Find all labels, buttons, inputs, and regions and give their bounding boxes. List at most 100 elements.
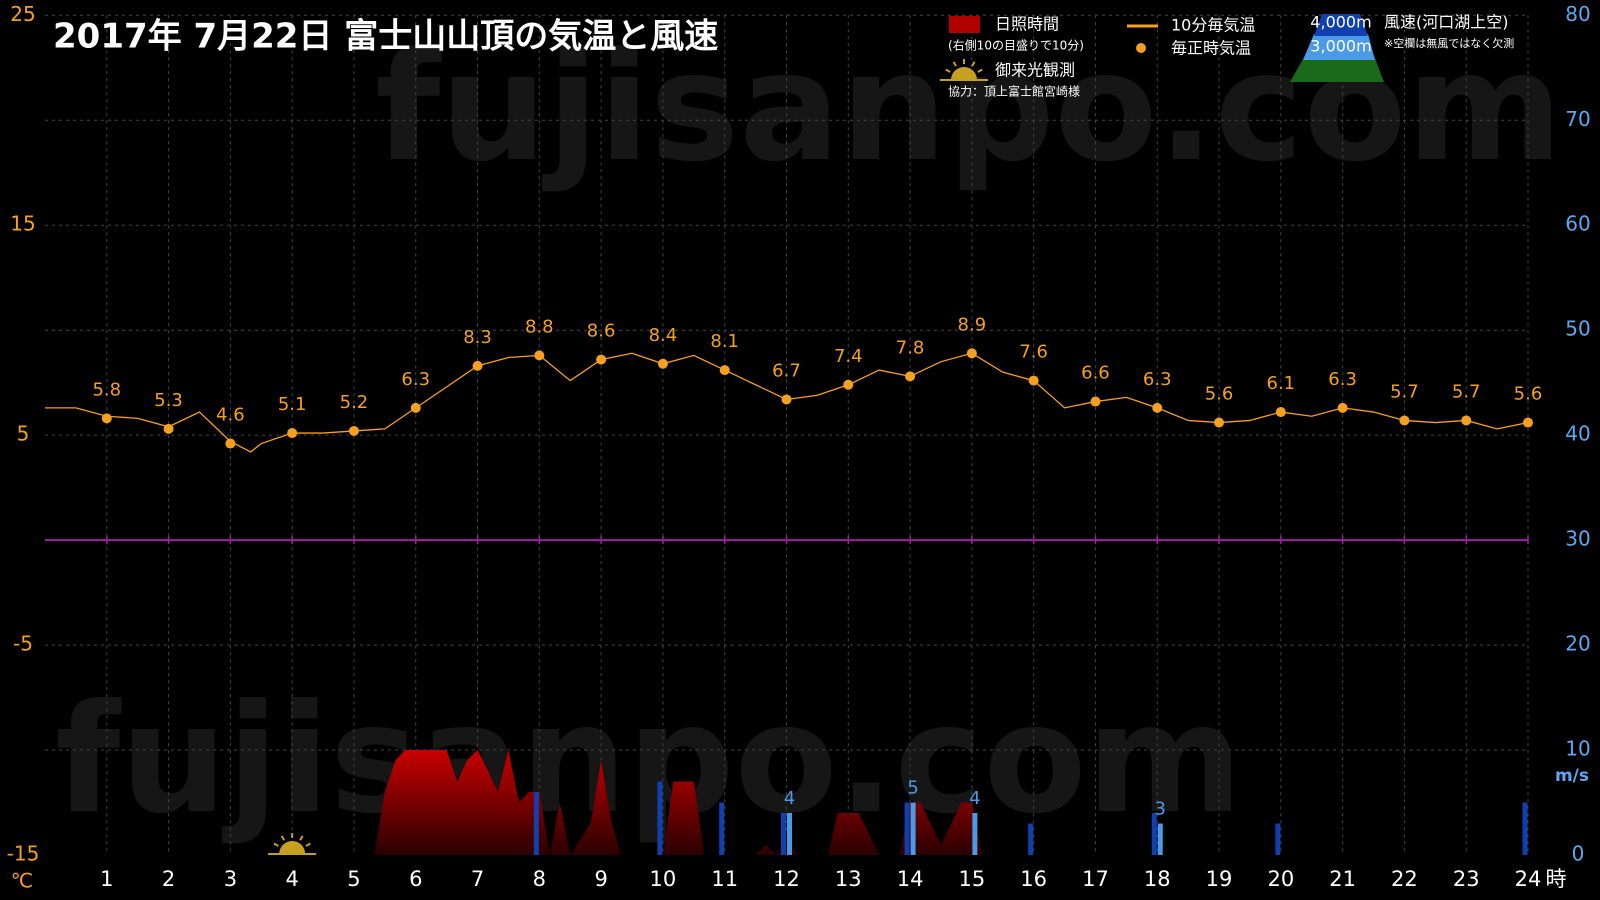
temperature-line	[45, 352, 1529, 453]
hourly-dot	[163, 423, 174, 434]
legend-label: 日照時間	[995, 15, 1059, 34]
legend-title: 風速(河口湖上空)	[1384, 13, 1509, 32]
x-tick-label: 2	[162, 867, 175, 891]
x-tick-label: 23	[1453, 867, 1480, 891]
data-label: 7.8	[896, 337, 925, 358]
sun-ray	[971, 61, 976, 67]
data-label: 8.6	[587, 321, 616, 342]
y2-tick-label: 0	[1572, 842, 1585, 866]
x-tick-label: 18	[1144, 867, 1171, 891]
x-tick-label: 5	[347, 867, 360, 891]
legend-mountain-top	[1314, 14, 1368, 36]
y-unit: ℃	[11, 869, 33, 893]
x-tick-label: 6	[409, 867, 422, 891]
legend-label: 毎正時気温	[1171, 39, 1251, 58]
data-label: 5.1	[278, 394, 307, 415]
wind-bar	[972, 813, 978, 855]
hourly-dot	[1337, 402, 1348, 413]
hourly-dot	[719, 365, 730, 376]
wind-bar	[1157, 823, 1163, 855]
data-label: 5.8	[92, 379, 121, 400]
y2-tick-label: 50	[1565, 317, 1590, 341]
hourly-dot	[1523, 417, 1533, 428]
chart-title: 2017年 7月22日 富士山山頂の気温と風速	[53, 17, 718, 57]
data-label: 6.3	[1328, 369, 1357, 390]
y2-tick-label: 20	[1565, 632, 1590, 656]
sun-ray	[945, 68, 951, 73]
data-label: 6.1	[1267, 373, 1296, 394]
legend-note: ※空欄は無風ではなく欠測	[1384, 36, 1514, 50]
data-label: 6.6	[1081, 363, 1110, 384]
x-tick-label: 8	[533, 867, 546, 891]
sun-icon	[279, 841, 306, 854]
x-tick-label: 17	[1082, 867, 1109, 891]
sun-ray	[273, 842, 279, 847]
hourly-dot	[905, 371, 916, 382]
hourly-dot	[657, 358, 668, 369]
data-label: 6.3	[401, 369, 430, 390]
y2-tick-label: 60	[1565, 212, 1590, 236]
hourly-dot	[596, 354, 607, 365]
data-label: 5.6	[1514, 384, 1543, 405]
x-tick-label: 19	[1206, 867, 1233, 891]
y2-tick-label: 10	[1565, 737, 1590, 761]
hourly-dot	[1214, 417, 1225, 428]
wind-bar	[719, 802, 725, 855]
y2-unit: m/s	[1555, 766, 1589, 786]
wind-label: 3	[1155, 799, 1166, 820]
x-tick-label: 13	[835, 867, 862, 891]
legend-swatch	[1136, 43, 1146, 53]
wind-label: 4	[784, 788, 795, 809]
hourly-dot	[472, 360, 483, 371]
y-tick-label: -5	[13, 632, 33, 656]
legend-label: 御来光観測	[995, 61, 1075, 80]
x-tick-label: 3	[224, 867, 237, 891]
data-label: 7.4	[834, 346, 863, 367]
legend-sun	[940, 59, 988, 81]
data-label: 8.4	[649, 325, 678, 346]
x-tick-label: 21	[1329, 867, 1356, 891]
data-label: 8.8	[525, 316, 554, 337]
data-label: 7.6	[1019, 342, 1048, 363]
sun-icon	[951, 67, 977, 80]
hourly-dot	[1152, 402, 1163, 413]
legend-label: 10分毎気温	[1171, 16, 1255, 35]
sun-ray	[305, 842, 311, 847]
y-tick-label: 25	[10, 2, 35, 26]
data-label: 5.7	[1452, 381, 1481, 402]
x-tick-label: 22	[1391, 867, 1418, 891]
wind-label: 4	[969, 788, 980, 809]
hourly-dot	[348, 425, 359, 436]
hourly-dot	[410, 402, 421, 413]
wind-bar	[904, 802, 910, 855]
y2-tick-label: 30	[1565, 527, 1590, 551]
y2-tick-label: 40	[1565, 422, 1590, 446]
sun-ray	[299, 835, 304, 841]
hourly-dot	[1090, 396, 1101, 407]
x-tick-label: 11	[711, 867, 738, 891]
x-tick-label: 15	[959, 867, 986, 891]
hourly-dot	[1275, 407, 1286, 418]
hourly-dot	[101, 413, 112, 424]
sun-ray	[952, 61, 957, 67]
x-tick-label: 4	[285, 867, 298, 891]
wind-bar	[1522, 802, 1528, 855]
legend-label: 4,000m	[1310, 13, 1371, 32]
hourly-dot	[843, 379, 854, 390]
sun-ray	[280, 835, 286, 841]
legend-swatch	[949, 16, 980, 33]
hourly-dot	[287, 428, 298, 439]
x-tick-label: 16	[1020, 867, 1047, 891]
data-label: 4.6	[216, 405, 245, 426]
wind-bar	[1151, 813, 1157, 855]
wind-bar	[533, 792, 539, 855]
hourly-dot	[966, 348, 977, 359]
sunrise-marker	[268, 833, 317, 855]
hourly-dot	[1461, 415, 1472, 426]
hourly-dot	[1028, 375, 1039, 386]
hourly-dot	[781, 394, 792, 405]
legend-note: (右側10の目盛りで10分)	[948, 38, 1084, 53]
data-label: 5.6	[1205, 384, 1234, 405]
x-tick-label: 24	[1515, 867, 1542, 891]
